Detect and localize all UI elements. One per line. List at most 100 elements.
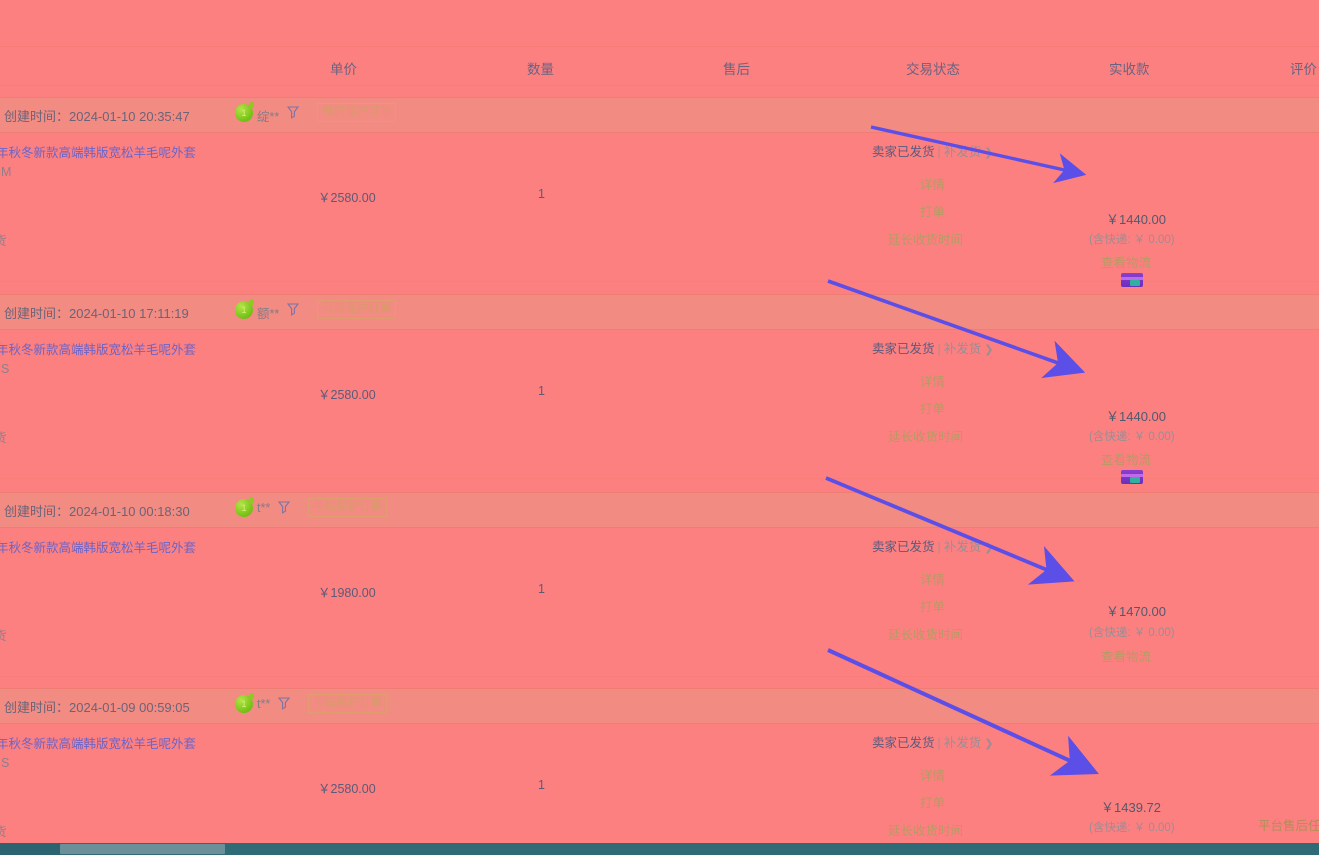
unit-price-value: ￥2580.00 xyxy=(318,388,376,402)
order-create-time: 创建时间：2024-01-10 20:35:47 xyxy=(4,109,190,124)
status-separator: | xyxy=(937,342,941,356)
view-logistics-link[interactable]: 查看物流 xyxy=(1101,256,1152,270)
wangwang-icon[interactable]: 1 xyxy=(235,104,253,122)
wangwang-icon[interactable]: 1 xyxy=(235,301,253,319)
view-logistics-link[interactable]: 查看物流 xyxy=(1101,453,1152,467)
product-title[interactable]: 年秋冬新款高端韩版宽松羊毛呢外套 xyxy=(0,541,197,555)
order-action-extend[interactable]: 延长收货时间 xyxy=(888,628,964,642)
order-action-print[interactable]: 打单 xyxy=(920,402,946,416)
reship-link[interactable]: 补发货 xyxy=(943,540,982,554)
quantity-value: 1 xyxy=(538,582,545,596)
order-block: 创建时间：2024-01-09 00:59:05 1 t** 号码保护订单 年秋… xyxy=(0,688,1319,855)
wangwang-icon[interactable]: 1 xyxy=(235,499,253,517)
payment-method-badge-icon xyxy=(1121,273,1143,287)
order-bottom-divider xyxy=(0,478,1319,479)
status-separator: | xyxy=(937,145,941,159)
order-action-extend[interactable]: 延长收货时间 xyxy=(888,430,964,444)
trade-status-text: 卖家已发货 | 补发货 ❯ xyxy=(872,338,994,357)
product-sku: : S xyxy=(0,756,10,770)
order-action-detail[interactable]: 详情 xyxy=(920,769,946,783)
order-action-extend[interactable]: 延长收货时间 xyxy=(888,824,964,838)
phone-protect-badge: 号码保护订单 xyxy=(317,300,396,319)
paid-shipping-note: (含快递: ￥ 0.00) xyxy=(1089,627,1175,639)
filter-funnel-icon[interactable] xyxy=(278,697,290,710)
product-extra-label: 货 xyxy=(0,431,7,445)
column-header-unit-price: 单价 xyxy=(330,62,357,77)
reship-link[interactable]: 补发货 xyxy=(943,342,982,356)
trade-status-main: 卖家已发货 xyxy=(872,145,935,159)
chevron-right-icon[interactable]: ❯ xyxy=(984,738,994,750)
paid-amount-value: ￥1439.72 xyxy=(1101,800,1161,815)
order-body: 年秋冬新款高端韩版宽松羊毛呢外套 : S 货 ￥2580.00 1 卖家已发货|… xyxy=(0,330,1319,484)
column-header-after-sale: 售后 xyxy=(723,62,750,77)
unit-price-value: ￥2580.00 xyxy=(318,782,376,796)
reship-link[interactable]: 补发货 xyxy=(943,145,982,159)
trade-status-main: 卖家已发货 xyxy=(872,342,935,356)
product-extra-label: 货 xyxy=(0,234,7,248)
chevron-right-icon[interactable]: ❯ xyxy=(984,542,994,554)
trade-status-main: 卖家已发货 xyxy=(872,736,935,750)
trade-status-text: 卖家已发货 | 补发货 ❯ xyxy=(872,732,994,751)
trade-status-text: 卖家已发货 | 补发货 ❯ xyxy=(872,141,994,160)
filter-funnel-icon[interactable] xyxy=(287,106,299,119)
unit-price-value: ￥2580.00 xyxy=(318,191,376,205)
order-header-bar: 创建时间：2024-01-10 00:18:30 1 t** 号码保护订单 xyxy=(0,492,1319,528)
order-body: 年秋冬新款高端韩版宽松羊毛呢外套 : S 货 ￥2580.00 1 卖家已发货|… xyxy=(0,724,1319,855)
order-body: 年秋冬新款高端韩版宽松羊毛呢外套 : M 货 ￥2580.00 1 卖家已发货|… xyxy=(0,133,1319,287)
header-top-divider xyxy=(0,46,1319,47)
trade-status-text: 卖家已发货 | 补发货 ❯ xyxy=(872,536,994,555)
buyer-name[interactable]: t** xyxy=(257,501,271,515)
order-action-print[interactable]: 打单 xyxy=(920,600,946,614)
scrollbar-thumb[interactable] xyxy=(60,844,225,854)
phone-protect-badge: 号码保护订单 xyxy=(308,498,387,517)
filter-funnel-icon[interactable] xyxy=(278,501,290,514)
reship-link[interactable]: 补发货 xyxy=(943,736,982,750)
order-action-detail[interactable]: 详情 xyxy=(920,573,946,587)
view-logistics-link[interactable]: 查看物流 xyxy=(1101,650,1152,664)
order-bottom-divider xyxy=(0,676,1319,677)
order-action-print[interactable]: 打单 xyxy=(920,796,946,810)
order-create-time: 创建时间：2024-01-10 00:18:30 xyxy=(4,504,190,519)
status-separator: | xyxy=(937,540,941,554)
order-block: 创建时间：2024-01-10 17:11:19 1 额** 号码保护订单 年秋… xyxy=(0,294,1319,484)
status-separator: | xyxy=(937,736,941,750)
buyer-name[interactable]: 绽** xyxy=(257,110,280,124)
order-block: 创建时间：2024-01-10 00:18:30 1 t** 号码保护订单 年秋… xyxy=(0,492,1319,677)
scrollbar-track-left[interactable] xyxy=(0,843,60,855)
table-column-header: 单价 数量 售后 交易状态 实收款 评价 xyxy=(0,46,1319,86)
order-action-detail[interactable]: 详情 xyxy=(920,178,946,192)
chevron-right-icon[interactable]: ❯ xyxy=(984,147,994,159)
paid-amount-value: ￥1470.00 xyxy=(1106,604,1166,619)
order-action-print[interactable]: 打单 xyxy=(920,205,946,219)
horizontal-scrollbar[interactable] xyxy=(0,843,1319,855)
order-block: 创建时间：2024-01-10 20:35:47 1 绽** 号码保护订单 年秋… xyxy=(0,97,1319,287)
order-action-detail[interactable]: 详情 xyxy=(920,375,946,389)
payment-method-badge-icon xyxy=(1121,470,1143,484)
product-title[interactable]: 年秋冬新款高端韩版宽松羊毛呢外套 xyxy=(0,146,197,160)
platform-aftersale-note[interactable]: 平台售后任 xyxy=(1258,819,1319,833)
paid-amount-value: ￥1440.00 xyxy=(1106,212,1166,227)
product-title[interactable]: 年秋冬新款高端韩版宽松羊毛呢外套 xyxy=(0,343,197,357)
column-header-paid-amount: 实收款 xyxy=(1109,62,1150,77)
column-header-quantity: 数量 xyxy=(527,62,554,77)
paid-shipping-note: (含快递: ￥ 0.00) xyxy=(1089,431,1175,443)
paid-shipping-note: (含快递: ￥ 0.00) xyxy=(1089,822,1175,834)
buyer-name[interactable]: t** xyxy=(257,697,271,711)
chevron-right-icon[interactable]: ❯ xyxy=(984,344,994,356)
order-action-extend[interactable]: 延长收货时间 xyxy=(888,233,964,247)
paid-amount-value: ￥1440.00 xyxy=(1106,409,1166,424)
filter-funnel-icon[interactable] xyxy=(287,303,299,316)
column-header-trade-status: 交易状态 xyxy=(906,62,960,77)
quantity-value: 1 xyxy=(538,384,545,398)
product-title[interactable]: 年秋冬新款高端韩版宽松羊毛呢外套 xyxy=(0,737,197,751)
wangwang-icon[interactable]: 1 xyxy=(235,695,253,713)
order-create-time: 创建时间：2024-01-09 00:59:05 xyxy=(4,700,190,715)
product-extra-label: 货 xyxy=(0,629,7,643)
buyer-name[interactable]: 额** xyxy=(257,307,280,321)
product-sku: : M xyxy=(0,165,12,179)
quantity-value: 1 xyxy=(538,187,545,201)
order-header-bar: 创建时间：2024-01-10 17:11:19 1 额** 号码保护订单 xyxy=(0,294,1319,330)
order-create-time: 创建时间：2024-01-10 17:11:19 xyxy=(4,306,189,321)
unit-price-value: ￥1980.00 xyxy=(318,586,376,600)
